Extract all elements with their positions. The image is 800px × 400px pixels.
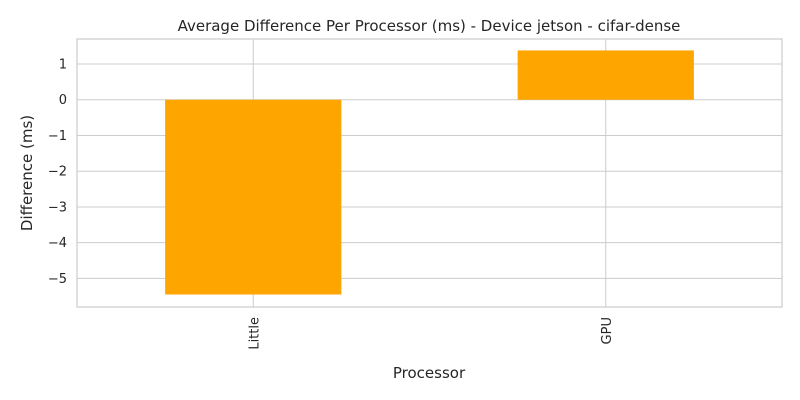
y-tick-label: −3 <box>48 200 67 215</box>
plot-frame <box>76 38 783 308</box>
bars <box>165 50 694 295</box>
chart-title: Average Difference Per Processor (ms) - … <box>178 17 681 35</box>
y-tick-label: −2 <box>48 165 67 180</box>
bar-little <box>165 99 342 295</box>
x-tick-labels: Little GPU <box>247 317 615 350</box>
x-axis-label: Processor <box>393 364 466 382</box>
y-axis-label: Difference (ms) <box>18 115 36 231</box>
x-tick-label: Little <box>247 317 262 350</box>
y-tick-labels: −5 −4 −3 −2 −1 0 1 <box>48 58 67 287</box>
y-tick-label: 0 <box>59 93 67 108</box>
y-tick-label: −5 <box>48 272 67 287</box>
x-tick-label: GPU <box>600 317 615 344</box>
y-tick-label: −1 <box>48 129 67 144</box>
bar-gpu <box>517 50 694 100</box>
y-tick-label: 1 <box>59 58 67 73</box>
y-tick-label: −4 <box>48 236 67 251</box>
